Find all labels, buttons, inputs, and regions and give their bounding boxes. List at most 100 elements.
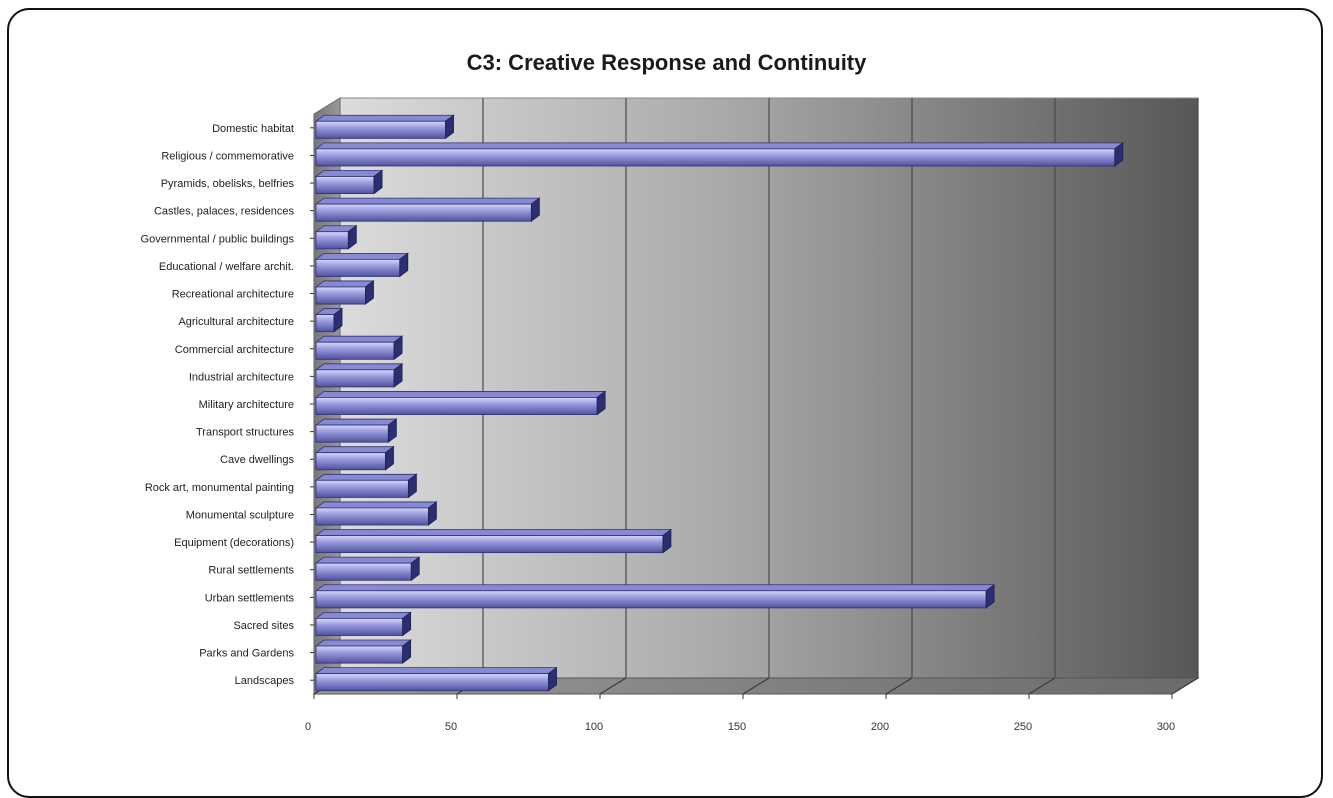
bar-top (314, 280, 375, 288)
category-label: Monumental sculpture (186, 509, 294, 521)
bar (314, 197, 541, 223)
bar (314, 142, 1125, 167)
bar-top (314, 142, 1125, 150)
category-label: Governmental / public buildings (141, 233, 295, 245)
bar (314, 280, 375, 305)
bar-end (530, 197, 540, 223)
bar-front (315, 120, 446, 139)
category-label: Landscapes (235, 675, 295, 687)
bar-end (373, 169, 383, 195)
bar (314, 556, 421, 582)
category-label: Industrial architecture (189, 371, 294, 383)
bar-front (315, 590, 987, 609)
x-tick-label: 100 (585, 721, 603, 733)
category-label: Castles, palaces, residences (154, 206, 295, 218)
bar-top (314, 391, 607, 398)
gridlines (313, 98, 1199, 695)
bar-front (315, 535, 664, 554)
bar-top (314, 363, 404, 371)
bar-end (347, 224, 357, 250)
bar-top (314, 639, 412, 647)
bar-top (314, 473, 418, 481)
bar (314, 169, 384, 195)
floor-gridline (1171, 677, 1199, 695)
bar (314, 252, 409, 278)
category-label: Rural settlements (208, 565, 294, 577)
bar-front (315, 258, 401, 277)
bar (314, 390, 607, 416)
x-tick-label: 200 (871, 721, 889, 733)
bar-top (314, 252, 409, 260)
category-label: Domestic habitat (212, 123, 294, 135)
x-tick-label: 150 (728, 721, 746, 733)
bar (314, 611, 412, 637)
floor-gridline (1028, 677, 1056, 695)
bar (314, 445, 395, 471)
bar-end (402, 639, 412, 664)
bar-front (315, 203, 532, 222)
category-label: Sacred sites (233, 620, 294, 632)
bar-top (314, 418, 398, 426)
bar-end (1114, 142, 1124, 167)
bar (314, 114, 455, 140)
bar-top (314, 556, 421, 564)
bar-end (393, 363, 403, 388)
bar-top (314, 197, 541, 205)
bar (314, 583, 996, 609)
bar-top (314, 667, 558, 675)
bar-front (315, 479, 409, 498)
bar-end (985, 583, 995, 609)
bar-front (315, 424, 389, 443)
bar-front (315, 314, 335, 333)
bar-front (315, 397, 598, 415)
floor-gridline (599, 677, 627, 695)
bar (314, 528, 673, 554)
bar-front (315, 507, 429, 526)
bar-top (314, 584, 996, 592)
bar (314, 224, 358, 250)
bar-end (402, 611, 412, 637)
bar-front (315, 369, 395, 388)
category-label: Religious / commemorative (161, 150, 294, 162)
bar-top (314, 114, 455, 122)
category-label: Military architecture (199, 399, 294, 411)
bar-front (315, 231, 349, 250)
category-label: Urban settlements (205, 592, 295, 604)
category-label: Pyramids, obelisks, belfries (161, 178, 295, 190)
bar-front (315, 148, 1116, 167)
category-label: Rock art, monumental painting (145, 482, 294, 494)
bar-front (315, 673, 549, 692)
category-label: Parks and Gardens (199, 648, 294, 660)
bar-end (410, 556, 420, 582)
bar-top (314, 446, 395, 454)
bar-end (385, 445, 394, 471)
bar-end (333, 307, 343, 333)
bar-end (399, 252, 409, 278)
bar-end (387, 418, 397, 443)
bar-front (315, 562, 412, 581)
category-label: Recreational architecture (172, 289, 294, 301)
x-tick-label: 250 (1014, 721, 1032, 733)
bar-front (315, 286, 366, 305)
bar-front (315, 176, 375, 195)
bar-end (407, 473, 417, 499)
bar-top (314, 170, 384, 177)
bar-top (314, 611, 412, 619)
x-axis-ticks: 0 50 100 150 200 250 300 (305, 694, 1175, 733)
floor-gridline (742, 677, 770, 695)
x-tick-label: 0 (305, 721, 311, 733)
bar-front (315, 617, 404, 636)
bar (314, 666, 558, 692)
bar (314, 639, 412, 664)
bar-end (662, 528, 672, 554)
bar-top (314, 529, 673, 536)
category-label: Agricultural architecture (178, 316, 294, 328)
category-label: Transport structures (196, 427, 295, 439)
chart-title: C3: Creative Response and Continuity (466, 50, 867, 75)
bar-front (315, 452, 386, 471)
category-label: Educational / welfare archit. (159, 261, 294, 273)
bar-end (365, 280, 374, 305)
bar-end (427, 501, 437, 526)
category-label: Commercial architecture (175, 344, 294, 356)
